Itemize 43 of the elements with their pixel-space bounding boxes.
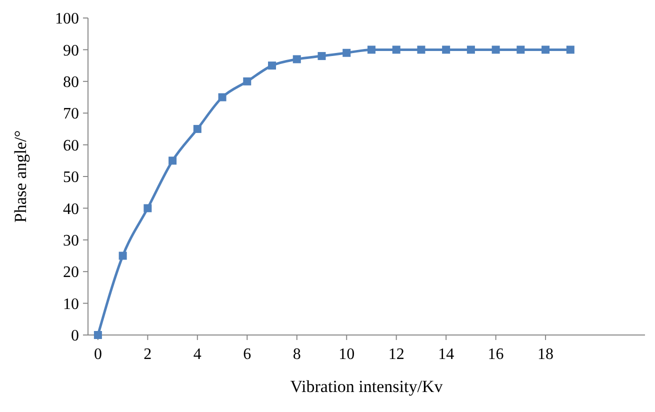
x-tick-label: 16 (488, 346, 504, 363)
y-tick-label: 30 (63, 232, 79, 250)
point (243, 77, 252, 86)
point (466, 46, 475, 54)
y-tick-label: 0 (71, 328, 79, 345)
y-axis-title: Phase angle/° (11, 130, 30, 223)
point (168, 156, 177, 165)
y-tick-label: 20 (63, 264, 79, 282)
y-tick-label: 60 (63, 137, 79, 154)
y-tick-label: 100 (55, 10, 79, 28)
point (516, 46, 525, 54)
x-tick-label: 12 (388, 346, 404, 363)
point (566, 46, 574, 54)
x-tick-label: 18 (538, 346, 554, 363)
y-tick-label: 80 (63, 74, 79, 91)
point (542, 46, 550, 54)
point (193, 124, 202, 133)
y-tick-label: 40 (63, 200, 79, 218)
point (318, 52, 326, 60)
point (218, 93, 226, 102)
y-tick-label: 90 (63, 42, 79, 60)
x-tick-label: 2 (144, 346, 152, 363)
point (94, 331, 102, 339)
point (342, 48, 351, 57)
x-axis-title: Vibration intensity/Kv (290, 377, 444, 396)
point (367, 46, 376, 54)
x-tick-label: 6 (243, 346, 252, 363)
point (392, 46, 400, 54)
point (118, 252, 127, 260)
x-tick-label: 10 (338, 346, 355, 363)
x-tick-label: 0 (94, 346, 102, 363)
y-tick-label: 10 (63, 296, 79, 313)
point (417, 46, 426, 54)
point (492, 46, 500, 54)
x-tick-label: 8 (292, 346, 301, 363)
x-tick-label: 14 (438, 346, 454, 363)
y-tick-label: 50 (63, 169, 79, 186)
point (144, 204, 152, 212)
point (292, 55, 301, 64)
y-tick-label: 70 (63, 106, 79, 123)
point (268, 62, 276, 70)
x-tick-label: 4 (193, 346, 202, 363)
point (442, 46, 450, 54)
